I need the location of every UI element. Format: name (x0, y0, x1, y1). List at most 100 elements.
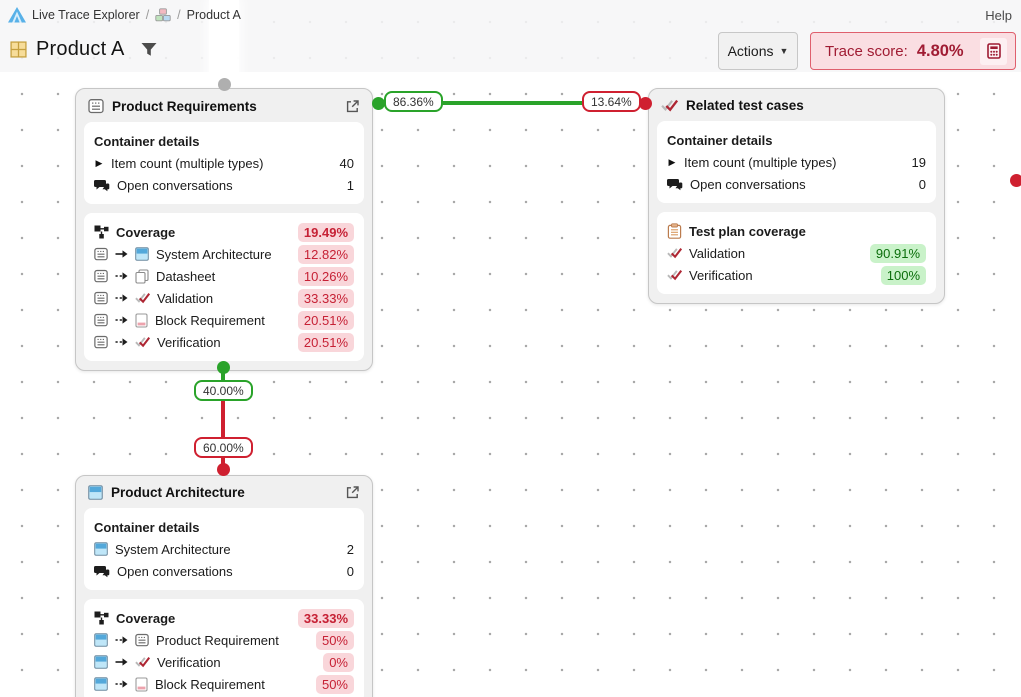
breadcrumb-app[interactable]: Live Trace Explorer (32, 8, 140, 22)
solid-arrow-icon (115, 249, 128, 259)
coverage-section: Coverage 33.33% Product Requirement 50% … (84, 599, 364, 697)
coverage-badge: 50% (315, 674, 354, 694)
detail-label: Item count (multiple types) (111, 155, 264, 171)
system-architecture-icon (135, 247, 149, 261)
edge-connector-dot[interactable] (217, 361, 230, 374)
card-header: Product Requirements (76, 89, 372, 122)
coverage-row[interactable]: Block Requirement 20.51% (94, 309, 354, 331)
system-architecture-icon (94, 542, 108, 556)
coverage-label: Validation (157, 290, 214, 306)
breadcrumb: Live Trace Explorer / / Product A (8, 7, 241, 23)
help-link[interactable]: Help (985, 8, 1012, 23)
offscreen-edge-strip (209, 0, 239, 82)
trace-score-calculator-chip[interactable] (980, 37, 1007, 65)
edge-connector-dot[interactable] (372, 97, 385, 110)
system-architecture-icon (94, 633, 108, 647)
external-link-icon[interactable] (345, 485, 360, 500)
coverage-row[interactable]: Verification 0% (94, 651, 354, 673)
calculator-icon (986, 43, 1001, 59)
coverage-badge: 10.26% (297, 266, 354, 286)
detail-row[interactable]: ▶ Item count (multiple types) 19 (667, 151, 926, 173)
breadcrumb-project[interactable]: Product A (186, 8, 241, 22)
project-grid-icon (10, 41, 27, 58)
test-plan-coverage-section: Test plan coverage Validation 90.91% Ver… (657, 212, 936, 294)
detail-row[interactable]: System Architecture 2 (94, 538, 354, 560)
coverage-row[interactable]: Product Requirement 50% (94, 629, 354, 651)
coverage-total-badge: 19.49% (297, 222, 354, 242)
coverage-badge: 12.82% (297, 244, 354, 264)
detail-label: System Architecture (115, 541, 231, 557)
card-header: Product Architecture (76, 476, 372, 508)
test-check-icon (135, 656, 150, 668)
edge-connector-dot[interactable] (217, 463, 230, 476)
coverage-badge: 20.51% (297, 310, 354, 330)
card-title: Product Architecture (111, 485, 245, 500)
edge-connector-dot[interactable] (1010, 174, 1021, 187)
card-title: Related test cases (686, 98, 804, 113)
coverage-trace-icon (94, 225, 109, 239)
detail-row[interactable]: Open conversations 1 (94, 174, 354, 196)
test-check-icon (667, 269, 682, 281)
detail-row[interactable]: Open conversations 0 (667, 173, 926, 195)
section-heading: Container details (94, 133, 200, 149)
coverage-row[interactable]: Verification 20.51% (94, 331, 354, 353)
edge-label-green[interactable]: 86.36% (384, 91, 443, 112)
coverage-badge: 33.33% (297, 288, 354, 308)
filter-icon[interactable] (140, 42, 158, 57)
coverage-row[interactable]: Datasheet 10.26% (94, 265, 354, 287)
detail-row[interactable]: ▶ Item count (multiple types) 40 (94, 152, 354, 174)
card-header: Related test cases (649, 89, 944, 121)
edge-label-green[interactable]: 40.00% (194, 380, 253, 401)
coverage-badge: 90.91% (869, 243, 926, 263)
container-details-section: Container details ▶ Item count (multiple… (657, 121, 936, 203)
coverage-section: Coverage 19.49% System Architecture 12.8… (84, 213, 364, 361)
component-icon[interactable] (155, 8, 171, 22)
card-product-architecture[interactable]: Product Architecture Container details S… (75, 475, 373, 697)
test-check-icon (135, 292, 150, 304)
edge-line-green-horizontal (378, 101, 588, 105)
test-plan-row[interactable]: Verification 100% (667, 264, 926, 286)
coverage-label: Product Requirement (156, 632, 279, 648)
app-logo-icon (8, 7, 26, 23)
dashed-arrow-icon (115, 337, 128, 347)
trace-score-badge: Trace score: 4.80% (810, 32, 1016, 70)
coverage-total-badge: 33.33% (297, 608, 354, 628)
dashed-arrow-icon (115, 271, 128, 281)
detail-value: 0 (346, 563, 354, 579)
page-title: Product A (36, 38, 125, 60)
coverage-label: Verification (157, 654, 221, 670)
section-heading: Coverage (116, 224, 176, 240)
test-plan-clipboard-icon (667, 223, 682, 239)
detail-value: 19 (911, 154, 926, 170)
section-heading: Coverage (116, 610, 176, 626)
edge-label-red[interactable]: 13.64% (582, 91, 641, 112)
requirement-doc-icon (135, 633, 149, 647)
container-details-section: Container details ▶ Item count (multiple… (84, 122, 364, 204)
coverage-badge: 50% (315, 630, 354, 650)
detail-value: 2 (346, 541, 354, 557)
test-plan-row[interactable]: Validation 90.91% (667, 242, 926, 264)
system-architecture-icon (94, 655, 108, 669)
edge-connector-dot[interactable] (218, 78, 231, 91)
dashed-arrow-icon (115, 315, 128, 325)
conversations-icon (94, 565, 110, 578)
card-related-test-cases[interactable]: Related test cases Container details ▶ I… (648, 88, 945, 304)
coverage-label: Verification (157, 334, 221, 350)
coverage-label: Verification (689, 267, 753, 283)
external-link-icon[interactable] (345, 99, 360, 114)
actions-button[interactable]: Actions ▼ (718, 32, 798, 70)
detail-row[interactable]: Open conversations 0 (94, 560, 354, 582)
card-product-requirements[interactable]: Product Requirements Container details ▶… (75, 88, 373, 371)
test-check-icon (661, 99, 678, 112)
expand-caret-icon[interactable]: ▶ (668, 156, 676, 167)
datasheet-icon (135, 268, 149, 284)
expand-caret-icon[interactable]: ▶ (95, 157, 103, 168)
coverage-row[interactable]: Validation 33.33% (94, 287, 354, 309)
test-check-icon (667, 247, 682, 259)
coverage-row[interactable]: Block Requirement 50% (94, 673, 354, 695)
edge-connector-dot[interactable] (639, 97, 652, 110)
trace-score-value: 4.80% (916, 41, 964, 60)
edge-label-red[interactable]: 60.00% (194, 437, 253, 458)
page-title-row: Product A (10, 38, 158, 61)
coverage-row[interactable]: System Architecture 12.82% (94, 243, 354, 265)
